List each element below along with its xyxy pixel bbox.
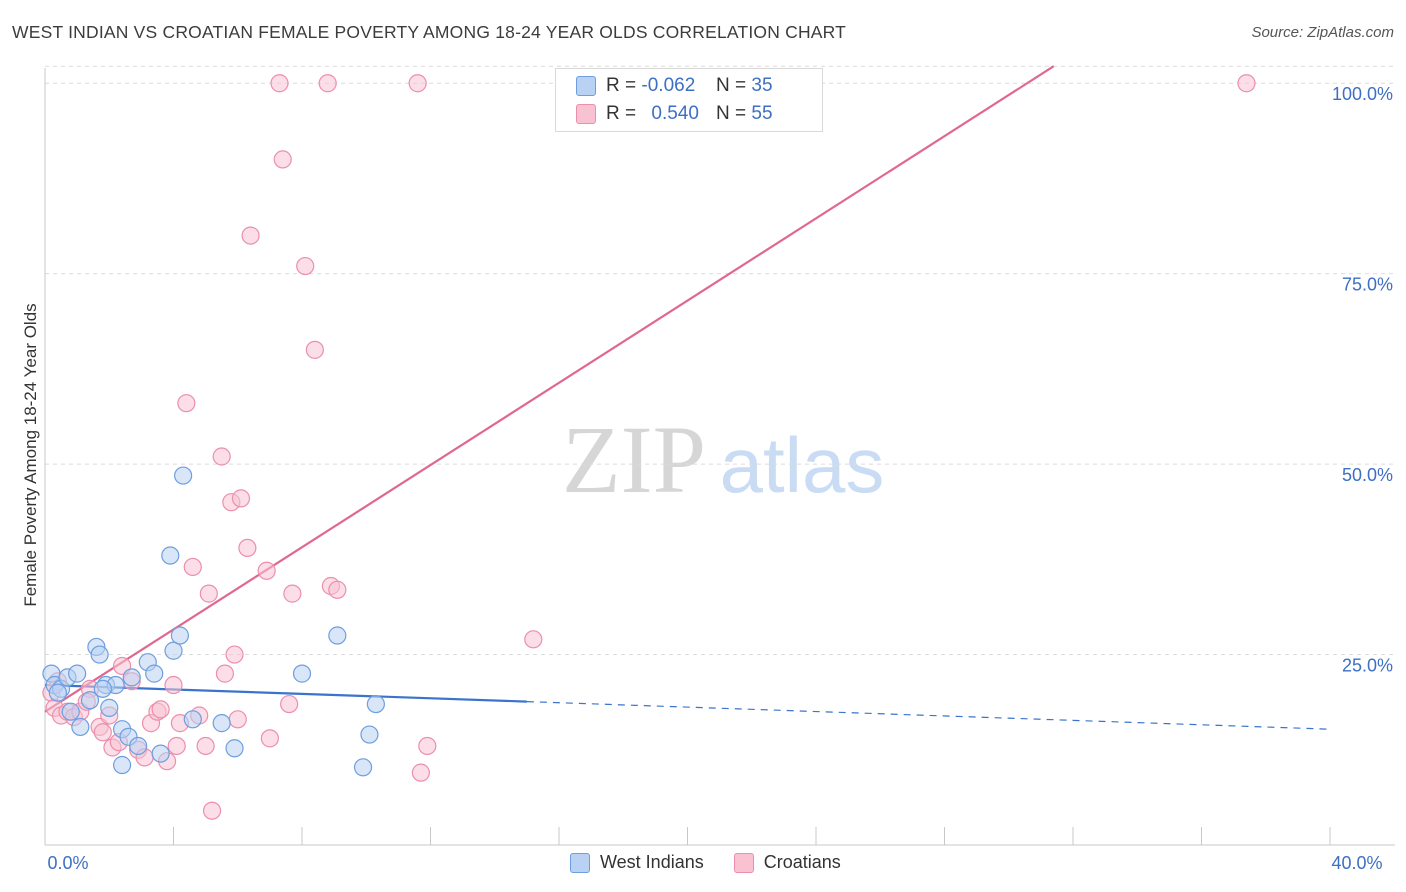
croatian-point (524, 630, 543, 649)
croatian-point (225, 645, 244, 664)
legend-n-value: 35 (751, 75, 773, 96)
croatian-point (273, 150, 292, 169)
chart-title: WEST INDIAN VS CROATIAN FEMALE POVERTY A… (12, 22, 847, 42)
west-indian-point (360, 725, 379, 744)
croatian-point (199, 584, 218, 603)
west-indian-point (93, 679, 112, 698)
west-indian-point (328, 626, 347, 645)
gridlines (45, 65, 1395, 656)
croatian-point (408, 74, 427, 93)
legend-r-label: R = (606, 103, 637, 124)
axes: 25.0% 50.0% 75.0% 100.0% 0.0% 40.0% (44, 68, 1395, 873)
croatian-point (93, 723, 112, 742)
west-indian-point (145, 664, 164, 683)
croatian-point (164, 675, 183, 695)
west-indian-point (170, 626, 190, 645)
source-label: Source: ZipAtlas.com (1251, 24, 1394, 41)
croatian-point (238, 538, 257, 558)
x-tick-label: 0.0% (47, 853, 88, 873)
croatian-point (196, 736, 215, 756)
croatian-point (1237, 74, 1256, 93)
croatian-point (151, 700, 170, 719)
legend-n-label: N = (716, 75, 747, 96)
west-indian-point (68, 664, 87, 683)
y-tick-label: 50.0% (1342, 465, 1393, 485)
croatian-point (270, 74, 289, 93)
legend-n-value: 55 (751, 103, 773, 124)
west-indian-point (61, 702, 80, 721)
west-indian-point (71, 717, 90, 737)
west-indian-point (112, 755, 132, 775)
legend-row-west-indians: R = -0.062 N = 35 (576, 73, 773, 99)
y-tick-label: 25.0% (1342, 656, 1393, 676)
croatian-point (215, 664, 234, 683)
data-points (42, 74, 1256, 820)
y-tick-label: 100.0% (1332, 84, 1393, 104)
croatian-point (257, 561, 276, 580)
west-indian-point (48, 683, 67, 702)
series-swatch-west-indians (570, 852, 590, 873)
trend-lines (44, 65, 1331, 730)
west-indian-point (212, 714, 231, 733)
croatian-point (328, 580, 347, 599)
west-indian-point (183, 710, 202, 729)
series-label-croatians: Croatians (763, 852, 841, 872)
west-indian-point (100, 698, 119, 717)
west-indian-point (353, 758, 373, 777)
croatian-point (296, 256, 315, 276)
series-legend-croatians[interactable]: Croatians (733, 852, 841, 873)
west-indian-point (292, 664, 312, 683)
series-legend-west-indians[interactable]: West Indians (570, 852, 704, 873)
legend-r-label: R = (606, 75, 637, 96)
west-indian-trend-line (44, 683, 527, 703)
legend-n-label: N = (716, 103, 747, 124)
legend-r-value: 0.540 (651, 103, 699, 124)
croatian-point (212, 447, 231, 466)
croatian-point (167, 736, 186, 756)
west-indian-point (151, 744, 170, 763)
series-swatch-croatians (733, 852, 754, 873)
west-indian-point (174, 466, 193, 485)
west-indian-trend-extension (526, 700, 1331, 730)
croatian-point (305, 340, 324, 359)
watermark-atlas: atlas (720, 421, 885, 509)
series-legend: West Indians Croatians (570, 852, 871, 873)
croatian-point (260, 729, 279, 748)
west-indian-point (161, 546, 180, 565)
y-axis-label: Female Poverty Among 18-24 Year Olds (21, 303, 40, 606)
croatian-point (418, 736, 437, 756)
croatian-point (318, 74, 337, 93)
west-indian-point (366, 694, 385, 714)
west-indian-point (164, 641, 183, 660)
y-tick-label: 75.0% (1342, 275, 1393, 295)
croatian-point (241, 226, 260, 245)
west-indian-point (225, 739, 244, 758)
legend-row-croatians: R = 0.540 N = 55 (576, 101, 773, 127)
west-indian-point (90, 645, 109, 664)
croatian-point (231, 489, 251, 508)
croatian-trend-line (44, 65, 1055, 713)
x-tick-label: 40.0% (1331, 853, 1382, 873)
west-indian-point (129, 736, 148, 756)
croatian-point (177, 394, 196, 413)
west-indian-point (80, 691, 100, 710)
legend-r-value: -0.062 (641, 75, 696, 96)
west-indian-point (122, 668, 141, 687)
croatian-point (202, 801, 222, 820)
croatian-point (228, 710, 247, 729)
croatian-point (183, 557, 202, 577)
series-label-west-indians: West Indians (600, 852, 704, 872)
legend-swatch-west-indians (576, 76, 596, 96)
correlation-legend: R = -0.062 N = 35 R = 0.540 N = 55 (555, 68, 823, 132)
croatian-point (280, 694, 299, 714)
legend-swatch-croatians (576, 104, 596, 124)
croatian-point (411, 763, 430, 782)
watermark-zip: ZIP (562, 406, 706, 513)
zipatlas-watermark: ZIP atlas (562, 406, 884, 513)
croatian-point (283, 584, 302, 603)
